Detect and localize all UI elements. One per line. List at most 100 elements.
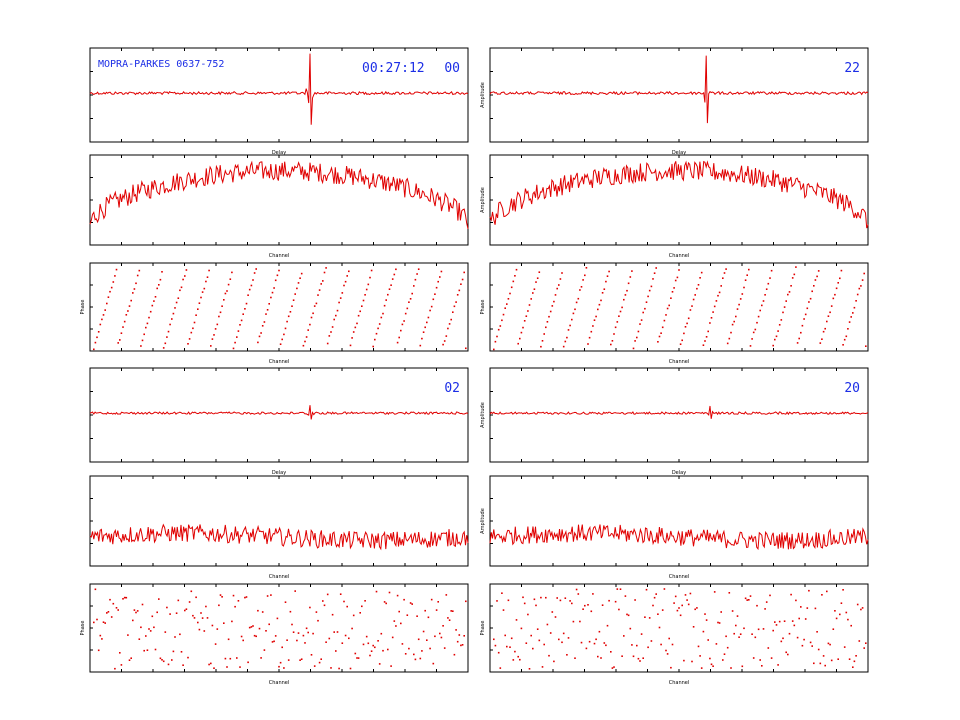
phase-point [845,611,848,614]
phase-point [348,637,350,640]
phase-point [666,653,669,655]
phase-point [182,278,184,281]
phase-point [140,626,142,629]
phase-point [133,609,136,611]
phase-point [852,312,854,314]
phase-point [683,659,685,662]
phase-point [636,336,638,339]
y-axis-label: Amplitude [480,82,486,108]
phase-point [382,649,384,652]
phase-point [188,338,191,340]
phase-point [515,268,518,271]
phase-point [752,331,755,334]
phase-point [455,301,457,303]
phase-point [167,330,170,333]
phase-point [110,286,113,289]
phase-point [213,334,215,336]
phase-point [140,345,142,347]
phase-point [735,315,737,318]
phase-point [634,340,636,342]
phase-point [536,277,539,279]
phase-point [632,655,635,658]
phase-point [639,323,641,325]
phase-point [226,290,228,292]
phase-point [370,650,373,652]
panel-frame [489,583,869,673]
phase-point [374,646,376,649]
phase-point [424,326,426,329]
phase-point [96,618,98,621]
phase-point [707,330,709,333]
phase-point [626,289,628,292]
phase-point [642,657,644,659]
phase-point [266,309,269,311]
phase-point [665,314,667,316]
time-readout: 00:27:12 [362,61,425,76]
phase-point [580,641,583,644]
phase-point [661,609,664,611]
phase-point [416,615,418,617]
phase-point [731,323,734,326]
phase-point [174,636,176,638]
phase-point [665,649,667,652]
phase-point [187,656,189,659]
phase-point [206,276,209,278]
phase-point [653,272,656,274]
phase-point [793,273,796,276]
phase-point [390,284,392,286]
x-axis-label: Channel [669,253,690,259]
phase-point [101,638,103,640]
phase-point [351,337,353,339]
y-axis-label: Amplitude [480,508,486,534]
phase-point [409,298,412,300]
panel-frame [489,47,869,143]
phase-point [391,278,394,280]
phase-point [184,275,186,277]
phase-point [172,650,175,653]
phase-point [159,278,162,281]
phase-point [442,625,444,627]
phase-point [421,337,423,340]
phase-point [575,588,578,591]
phase-point [465,600,467,603]
phase-point [385,602,387,605]
phase-point [398,336,400,339]
phase-point [743,286,745,289]
phase-point [689,309,692,311]
phase-point [227,638,230,641]
phase-point [265,630,267,632]
phase-point [244,596,246,599]
phase-point [775,624,778,626]
phase-point [658,335,661,338]
phase-point [294,293,296,295]
phase-point [257,341,259,344]
phase-point [260,657,262,659]
phase-point [378,323,381,325]
phase-point [452,311,454,313]
phase-point [530,298,532,300]
phase-point [208,269,210,272]
phase-point [305,336,308,338]
phase-point [514,650,516,653]
phase-point [439,276,441,278]
phase-point [156,611,158,614]
phase-point [109,290,111,293]
phase-point [227,283,230,286]
phase-point [161,271,163,273]
phase-point [374,338,376,341]
phase-point [461,644,464,646]
phase-point [395,625,397,627]
phase-point [691,660,693,663]
phase-point [627,614,630,617]
phase-point [842,589,844,591]
phase-point [720,611,722,613]
phase-point [205,605,207,608]
phase-point [723,653,726,655]
phase-point [320,658,322,660]
phase-point [668,304,670,307]
phase-point [149,310,152,313]
phase-point [785,300,787,302]
phase-point [458,634,461,636]
phase-point [507,298,510,300]
